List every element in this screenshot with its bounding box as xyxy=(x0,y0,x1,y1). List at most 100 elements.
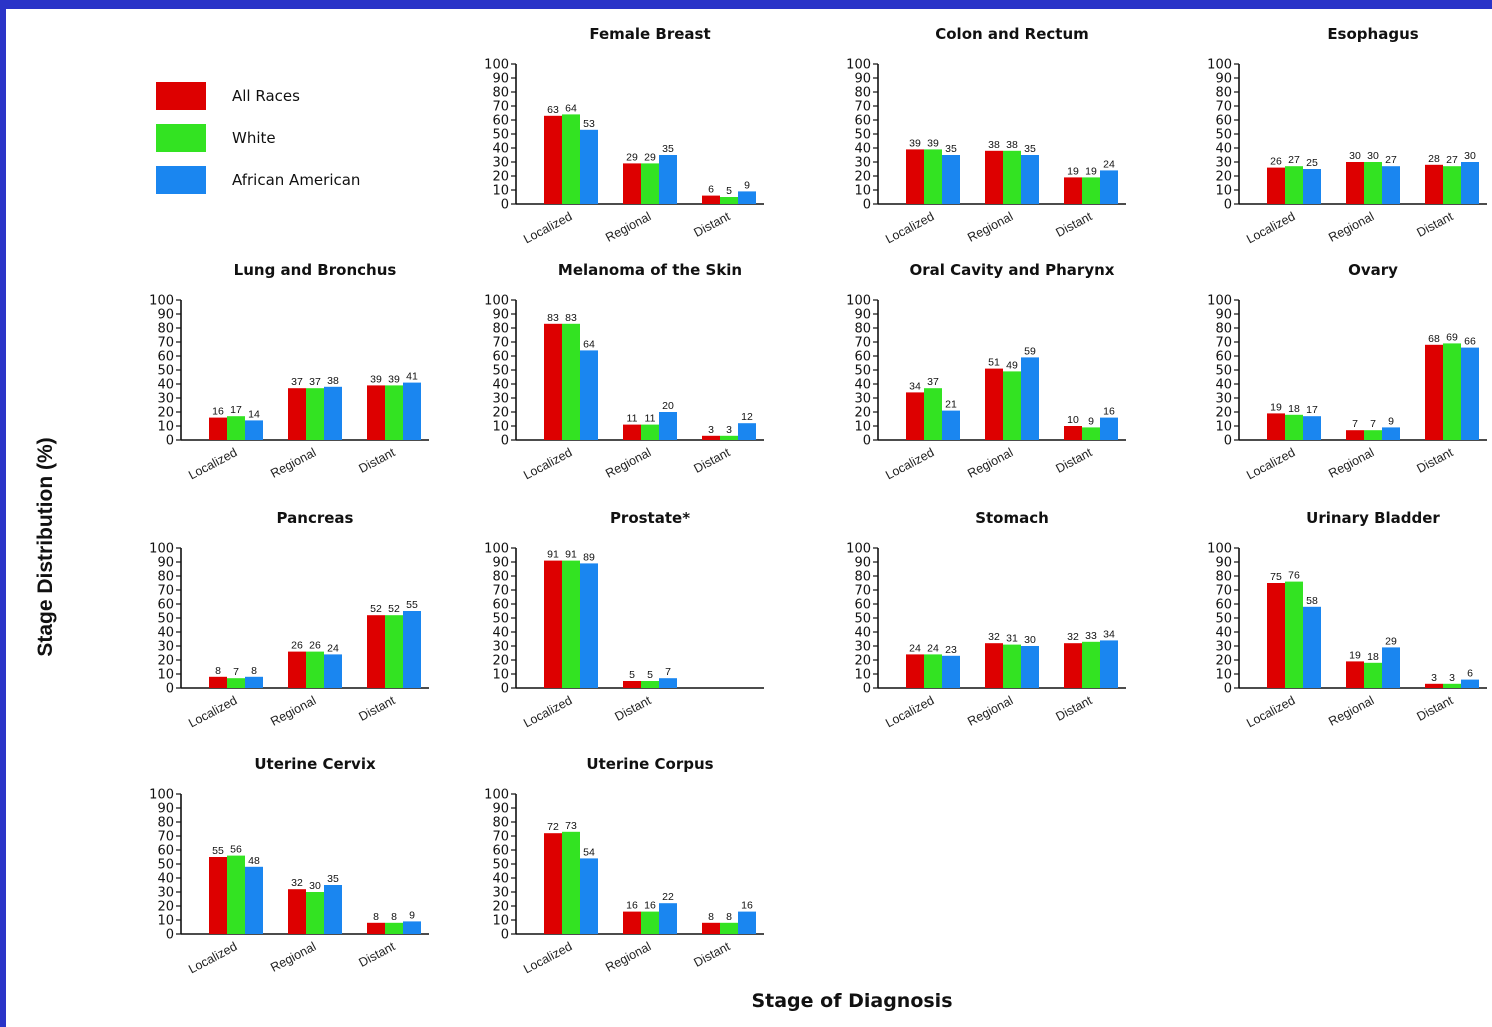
category-label: Regional xyxy=(268,693,318,729)
bar-value-label: 53 xyxy=(583,118,595,130)
y-tick-label: 80 xyxy=(1215,570,1232,585)
y-tick-label: 0 xyxy=(166,928,174,943)
bar xyxy=(1303,169,1321,204)
y-tick-label: 0 xyxy=(863,682,871,697)
bar-value-label: 6 xyxy=(708,184,714,196)
bar xyxy=(623,911,641,934)
category-label: Localized xyxy=(186,939,239,976)
y-tick-label: 100 xyxy=(484,58,509,73)
category-label: Distant xyxy=(1053,693,1094,724)
y-tick-label: 50 xyxy=(854,612,871,627)
legend-label: White xyxy=(232,129,276,147)
bar-value-label: 5 xyxy=(726,185,732,197)
y-tick-label: 50 xyxy=(1215,128,1232,143)
y-tick-label: 80 xyxy=(1215,86,1232,101)
bar xyxy=(1364,162,1382,204)
bar-value-label: 33 xyxy=(1085,630,1097,642)
bar xyxy=(641,424,659,440)
bar xyxy=(720,922,738,934)
bar-value-label: 91 xyxy=(565,549,577,561)
bar-value-label: 24 xyxy=(927,642,939,654)
y-tick-label: 10 xyxy=(492,420,509,435)
bar xyxy=(641,911,659,934)
legend-swatch xyxy=(156,82,206,110)
y-tick-label: 30 xyxy=(492,156,509,171)
bar-value-label: 37 xyxy=(927,376,939,388)
bar xyxy=(720,435,738,440)
y-tick-label: 0 xyxy=(501,682,509,697)
bar xyxy=(580,563,598,688)
y-tick-label: 80 xyxy=(1215,322,1232,337)
bar xyxy=(1064,177,1082,204)
y-tick-label: 80 xyxy=(854,86,871,101)
y-tick-label: 60 xyxy=(1215,598,1232,613)
y-tick-label: 10 xyxy=(157,420,174,435)
legend-swatch xyxy=(156,166,206,194)
y-tick-label: 10 xyxy=(157,668,174,683)
category-label: Localized xyxy=(521,693,574,730)
category-label: Regional xyxy=(603,939,653,975)
y-tick-label: 70 xyxy=(157,584,174,599)
y-tick-label: 50 xyxy=(1215,612,1232,627)
y-tick-label: 70 xyxy=(854,336,871,351)
bar-value-label: 16 xyxy=(212,406,224,418)
bar-value-label: 23 xyxy=(945,644,957,656)
bar-value-label: 16 xyxy=(626,900,638,912)
y-tick-label: 20 xyxy=(157,900,174,915)
y-tick-label: 100 xyxy=(149,294,174,309)
bar-value-label: 3 xyxy=(708,424,714,436)
bar-value-label: 17 xyxy=(1306,404,1318,416)
bar xyxy=(942,155,960,204)
y-tick-label: 60 xyxy=(1215,114,1232,129)
y-tick-label: 60 xyxy=(492,598,509,613)
y-tick-label: 80 xyxy=(492,322,509,337)
category-label: Localized xyxy=(883,445,936,482)
y-tick-label: 0 xyxy=(863,198,871,213)
bar xyxy=(1003,644,1021,688)
legend-label: All Races xyxy=(232,87,300,105)
y-tick-label: 20 xyxy=(1215,406,1232,421)
y-tick-label: 60 xyxy=(157,350,174,365)
bar xyxy=(641,163,659,204)
bar xyxy=(288,388,306,440)
bar-value-label: 18 xyxy=(1288,403,1300,415)
y-tick-label: 100 xyxy=(1207,58,1232,73)
bar-value-label: 19 xyxy=(1349,649,1361,661)
y-tick-label: 60 xyxy=(157,598,174,613)
bar-value-label: 7 xyxy=(665,666,671,678)
y-tick-label: 90 xyxy=(492,308,509,323)
y-tick-label: 40 xyxy=(492,142,509,157)
bar-value-label: 20 xyxy=(662,400,674,412)
bar-value-label: 27 xyxy=(1446,154,1458,166)
y-tick-label: 80 xyxy=(157,816,174,831)
bar xyxy=(385,385,403,440)
bar xyxy=(288,651,306,688)
y-tick-label: 30 xyxy=(157,392,174,407)
y-tick-label: 0 xyxy=(166,434,174,449)
bar-value-label: 26 xyxy=(1270,156,1282,168)
bar-value-label: 29 xyxy=(644,151,656,163)
y-tick-label: 30 xyxy=(1215,156,1232,171)
bar-value-label: 32 xyxy=(291,877,303,889)
bar-value-label: 35 xyxy=(1024,143,1036,155)
bar xyxy=(1082,641,1100,688)
category-label: Regional xyxy=(603,445,653,481)
bar xyxy=(924,654,942,688)
bar xyxy=(702,435,720,440)
bar-value-label: 18 xyxy=(1367,651,1379,663)
y-tick-label: 60 xyxy=(492,114,509,129)
bar-value-label: 54 xyxy=(583,846,595,858)
bar-value-label: 63 xyxy=(547,104,559,116)
bar-value-label: 31 xyxy=(1006,633,1018,645)
y-tick-label: 20 xyxy=(492,406,509,421)
bar-value-label: 30 xyxy=(1349,150,1361,162)
y-tick-label: 100 xyxy=(484,788,509,803)
bar-value-label: 68 xyxy=(1428,333,1440,345)
bar xyxy=(906,654,924,688)
bar xyxy=(324,654,342,688)
panel-title: Uterine Cervix xyxy=(254,755,376,773)
bar-value-label: 5 xyxy=(647,669,653,681)
y-tick-label: 40 xyxy=(157,872,174,887)
legend-label: African American xyxy=(232,171,360,189)
